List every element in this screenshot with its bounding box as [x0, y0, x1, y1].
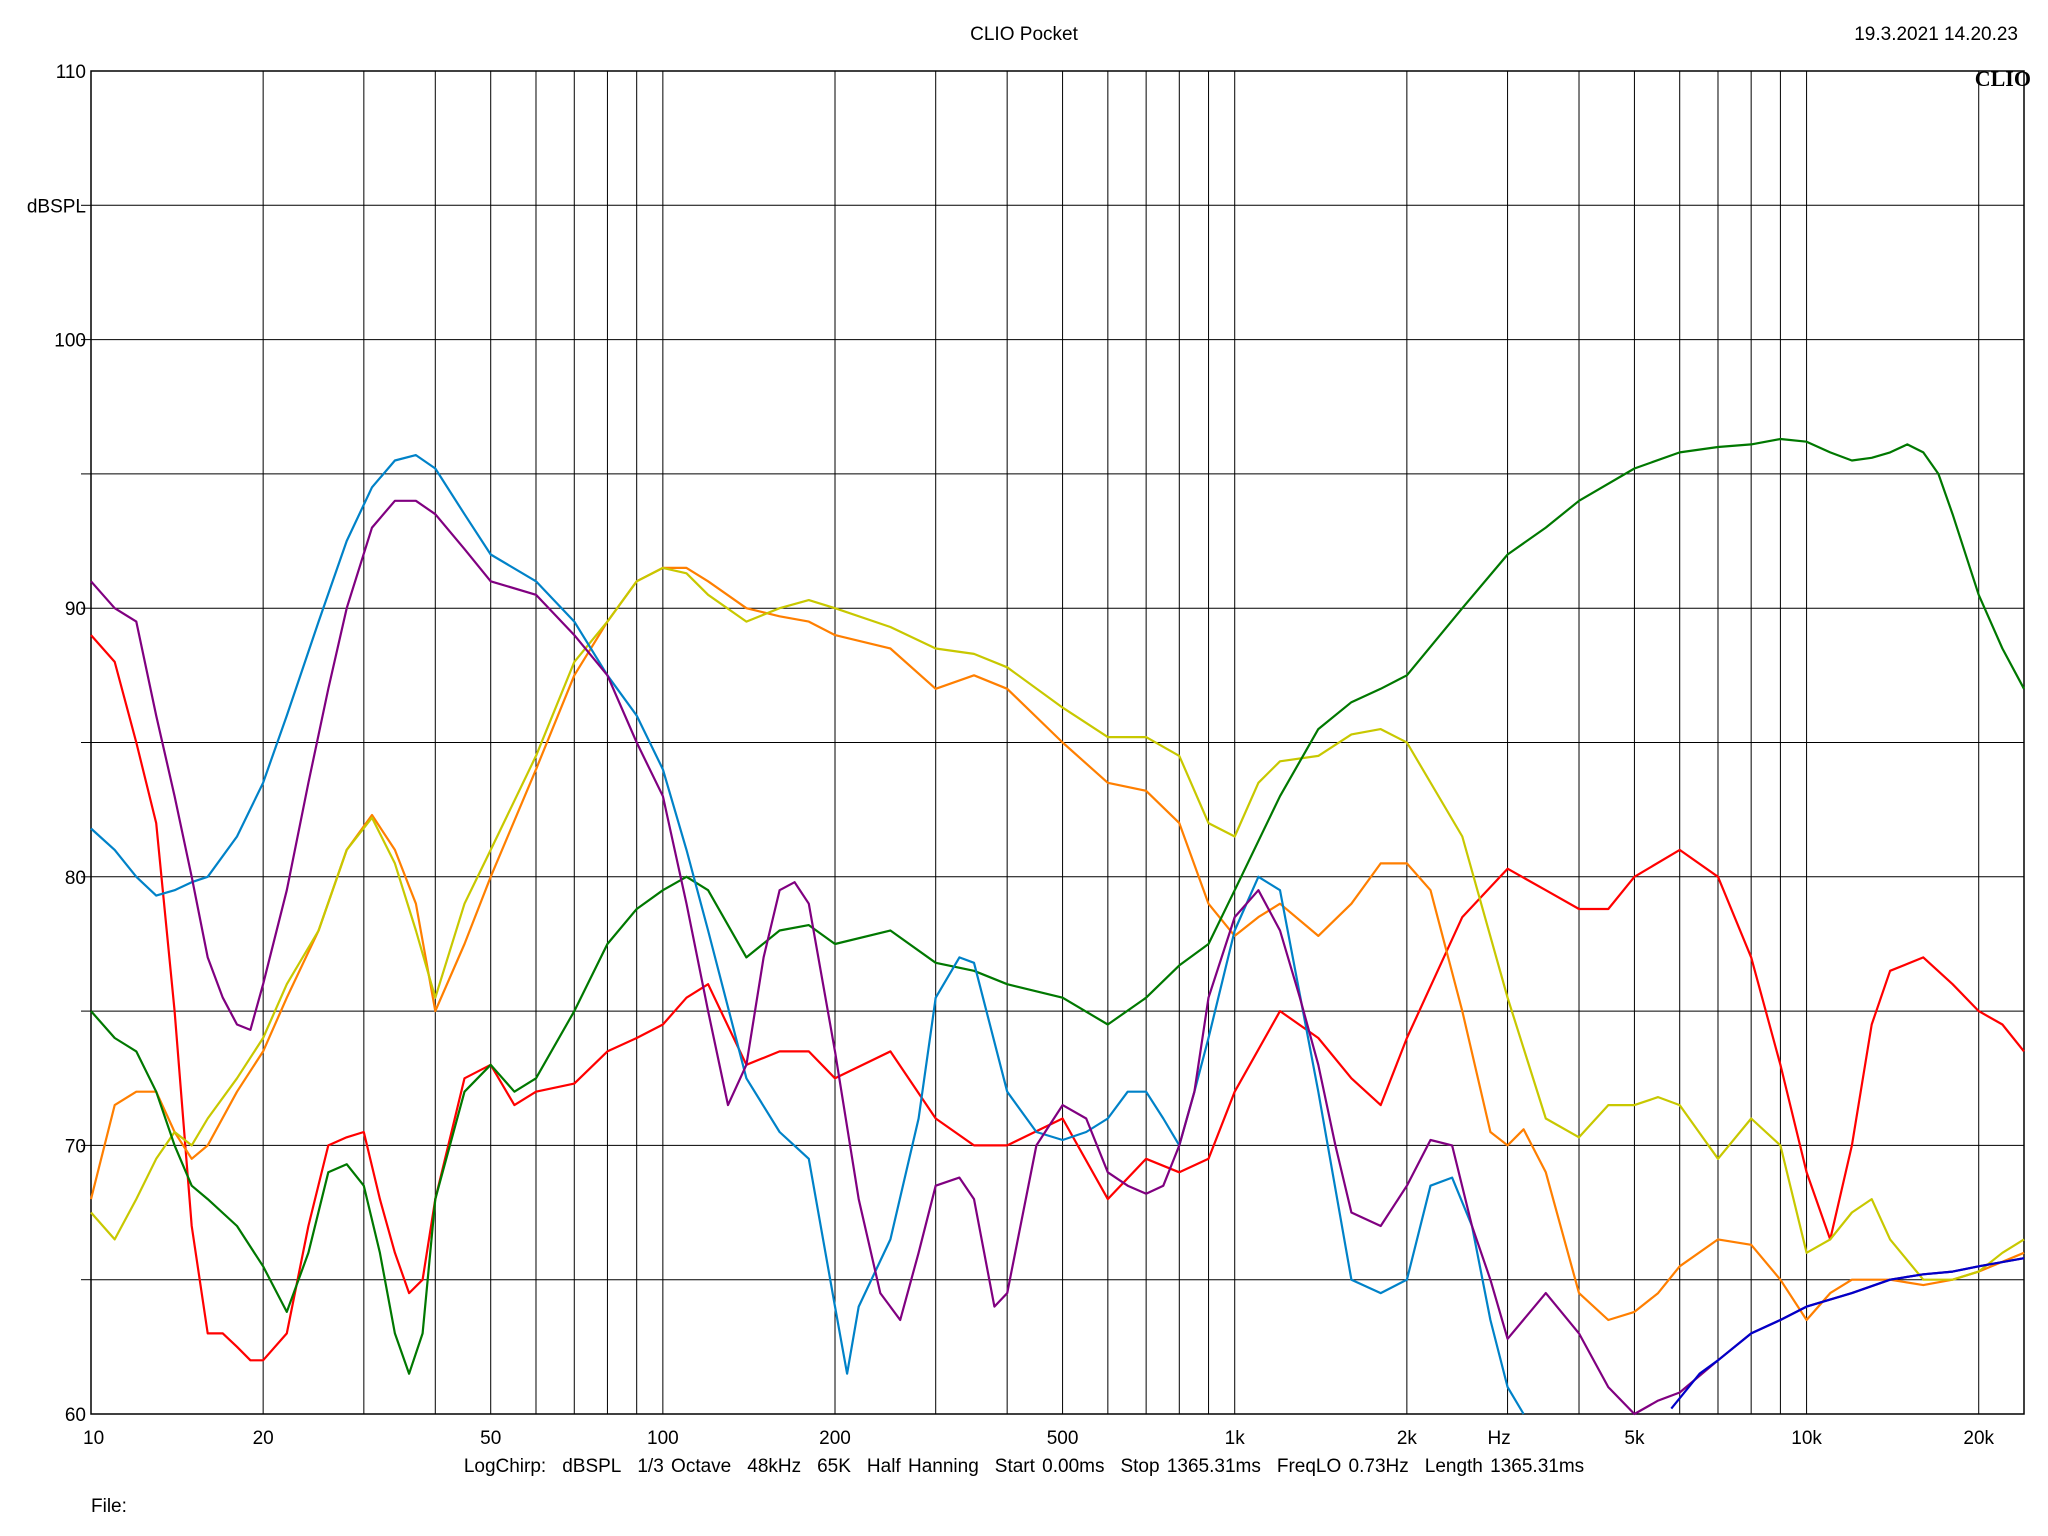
- x-tick-label: 20: [253, 1428, 274, 1449]
- setting-item: Length 1365.31ms: [1424, 1456, 1585, 1477]
- x-tick-label: 200: [819, 1428, 851, 1449]
- series-line-3: [90, 566, 2025, 1281]
- x-tick-label: 20k: [1963, 1428, 1994, 1449]
- x-tick-label: 50: [480, 1428, 501, 1449]
- setting-item: 1/3 Octave: [637, 1456, 732, 1477]
- measurement-settings: LogChirp: dBSPL 1/3 Octave 48kHz 65K Half Han…: [0, 1456, 2048, 1478]
- setting-item: FreqLO 0.73Hz: [1276, 1456, 1409, 1477]
- x-tick-label: 500: [1047, 1428, 1079, 1449]
- y-tick-label: 80: [65, 868, 86, 889]
- setting-item: Half Hanning: [866, 1456, 979, 1477]
- y-axis-label: dBSPL: [27, 196, 86, 217]
- chart-title: CLIO Pocket: [970, 24, 1078, 45]
- series-line-7: [1670, 1257, 2025, 1410]
- x-axis-label: Hz: [1488, 1428, 1511, 1449]
- plot-frame: [90, 70, 2025, 1415]
- x-tick-label: 2k: [1397, 1428, 1418, 1449]
- x-tick-label: 10k: [1791, 1428, 1822, 1449]
- timestamp: 19.3.2021 14.20.23: [1854, 24, 2018, 45]
- setting-item: Start 0.00ms: [994, 1456, 1105, 1477]
- series-line-6: [90, 499, 2025, 1416]
- setting-item: 65K: [817, 1456, 851, 1477]
- file-label: File:: [91, 1496, 127, 1517]
- y-tick-label: 60: [65, 1405, 86, 1426]
- y-tick-label: 90: [65, 599, 86, 620]
- y-tick-label: 70: [65, 1136, 86, 1157]
- x-tick-label: 1k: [1225, 1428, 1246, 1449]
- setting-item: Stop 1365.31ms: [1120, 1456, 1261, 1477]
- setting-item: LogChirp:: [463, 1456, 547, 1477]
- series-line-2: [89, 566, 2025, 1322]
- x-tick-label: 5k: [1624, 1428, 1645, 1449]
- series-line-1: [90, 634, 2025, 1362]
- clio-logo: CLIO: [1974, 66, 2031, 91]
- x-tick-label: 100: [647, 1428, 679, 1449]
- x-tick-label: 10: [83, 1428, 104, 1449]
- tick-labels: 60 70 80 90 100 110 dBSPL 10 20 50 100 200 500 1k 2k 5k…: [27, 62, 1995, 1449]
- y-tick-label: 100: [54, 331, 86, 352]
- series-line-4: [90, 437, 2025, 1375]
- setting-item: dBSPL: [562, 1456, 622, 1477]
- series-layer: [89, 437, 2025, 1416]
- y-tick-label: 110: [56, 62, 86, 83]
- series-line-5: [90, 454, 1525, 1415]
- setting-item: 48kHz: [747, 1456, 802, 1477]
- axes: [90, 70, 2025, 1415]
- grid: [81, 71, 2024, 1414]
